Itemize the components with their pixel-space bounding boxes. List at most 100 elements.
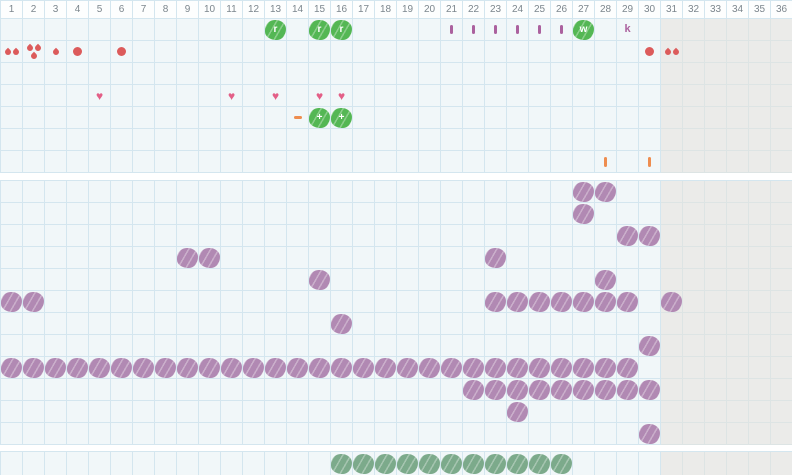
grid-cell[interactable]	[727, 269, 749, 291]
grid-cell[interactable]	[67, 357, 89, 379]
grid-cell[interactable]	[111, 313, 133, 335]
grid-cell[interactable]	[595, 151, 617, 173]
grid-cell[interactable]	[353, 452, 375, 475]
grid-cell[interactable]	[243, 85, 265, 107]
grid-cell[interactable]	[243, 19, 265, 41]
grid-cell[interactable]	[331, 269, 353, 291]
grid-cell[interactable]	[463, 269, 485, 291]
grid-cell[interactable]	[243, 107, 265, 129]
grid-cell[interactable]	[749, 291, 771, 313]
grid-cell[interactable]	[265, 401, 287, 423]
grid-cell[interactable]	[749, 19, 771, 41]
grid-cell[interactable]	[419, 181, 441, 203]
grid-cell[interactable]	[1, 269, 23, 291]
grid-cell[interactable]	[221, 129, 243, 151]
grid-cell[interactable]	[507, 357, 529, 379]
grid-cell[interactable]	[199, 335, 221, 357]
grid-cell[interactable]	[331, 129, 353, 151]
grid-cell[interactable]	[111, 335, 133, 357]
grid-cell[interactable]	[595, 107, 617, 129]
grid-cell[interactable]	[243, 401, 265, 423]
grid-cell[interactable]	[353, 291, 375, 313]
grid-cell[interactable]	[529, 225, 551, 247]
grid-cell[interactable]	[353, 247, 375, 269]
grid-cell[interactable]	[573, 269, 595, 291]
grid-cell[interactable]	[771, 452, 792, 475]
grid-cell[interactable]	[23, 151, 45, 173]
grid-cell[interactable]	[441, 379, 463, 401]
grid-cell[interactable]	[683, 247, 705, 269]
grid-cell[interactable]	[485, 151, 507, 173]
grid-cell[interactable]	[617, 181, 639, 203]
grid-cell[interactable]	[199, 401, 221, 423]
grid-cell[interactable]	[265, 129, 287, 151]
grid-cell[interactable]	[67, 247, 89, 269]
grid-cell[interactable]	[331, 151, 353, 173]
grid-cell[interactable]	[463, 247, 485, 269]
grid-cell[interactable]	[243, 423, 265, 445]
grid-cell[interactable]	[771, 203, 792, 225]
grid-cell[interactable]	[639, 151, 661, 173]
grid-cell[interactable]	[705, 452, 727, 475]
grid-cell[interactable]	[45, 107, 67, 129]
grid-cell[interactable]: +	[309, 107, 331, 129]
grid-cell[interactable]	[45, 181, 67, 203]
grid-cell[interactable]	[573, 401, 595, 423]
grid-cell[interactable]	[111, 291, 133, 313]
grid-cell[interactable]	[23, 203, 45, 225]
grid-cell[interactable]	[45, 247, 67, 269]
grid-cell[interactable]	[375, 313, 397, 335]
grid-cell[interactable]	[89, 41, 111, 63]
grid-cell[interactable]	[1, 203, 23, 225]
grid-cell[interactable]	[595, 291, 617, 313]
grid-cell[interactable]	[265, 41, 287, 63]
grid-cell[interactable]	[661, 181, 683, 203]
grid-cell[interactable]	[573, 181, 595, 203]
grid-cell[interactable]	[705, 41, 727, 63]
grid-cell[interactable]	[529, 423, 551, 445]
grid-cell[interactable]	[111, 269, 133, 291]
grid-cell[interactable]	[1, 335, 23, 357]
grid-cell[interactable]	[23, 313, 45, 335]
grid-cell[interactable]	[221, 335, 243, 357]
grid-cell[interactable]	[133, 269, 155, 291]
grid-cell[interactable]	[573, 313, 595, 335]
grid-cell[interactable]	[155, 225, 177, 247]
grid-cell[interactable]	[639, 203, 661, 225]
grid-cell[interactable]	[705, 129, 727, 151]
grid-cell[interactable]	[309, 63, 331, 85]
grid-cell[interactable]	[331, 423, 353, 445]
grid-cell[interactable]	[595, 247, 617, 269]
grid-cell[interactable]	[463, 291, 485, 313]
grid-cell[interactable]	[683, 452, 705, 475]
grid-cell[interactable]	[595, 401, 617, 423]
grid-cell[interactable]	[617, 225, 639, 247]
grid-cell[interactable]	[771, 129, 792, 151]
grid-cell[interactable]	[419, 85, 441, 107]
grid-cell[interactable]	[683, 203, 705, 225]
grid-cell[interactable]	[705, 63, 727, 85]
grid-cell[interactable]	[23, 335, 45, 357]
grid-cell[interactable]	[529, 19, 551, 41]
grid-cell[interactable]	[177, 401, 199, 423]
grid-cell[interactable]	[177, 203, 199, 225]
grid-cell[interactable]	[309, 225, 331, 247]
grid-cell[interactable]	[419, 151, 441, 173]
grid-cell[interactable]	[485, 379, 507, 401]
grid-cell[interactable]	[573, 41, 595, 63]
grid-cell[interactable]	[705, 225, 727, 247]
grid-cell[interactable]	[221, 291, 243, 313]
grid-cell[interactable]	[595, 335, 617, 357]
grid-cell[interactable]	[67, 269, 89, 291]
grid-cell[interactable]	[309, 129, 331, 151]
grid-cell[interactable]	[287, 423, 309, 445]
grid-cell[interactable]	[45, 151, 67, 173]
grid-cell[interactable]	[727, 203, 749, 225]
grid-cell[interactable]	[353, 379, 375, 401]
grid-cell[interactable]	[243, 452, 265, 475]
grid-cell[interactable]	[375, 452, 397, 475]
grid-cell[interactable]	[463, 313, 485, 335]
grid-cell[interactable]	[155, 379, 177, 401]
grid-cell[interactable]	[111, 452, 133, 475]
grid-cell[interactable]	[551, 313, 573, 335]
